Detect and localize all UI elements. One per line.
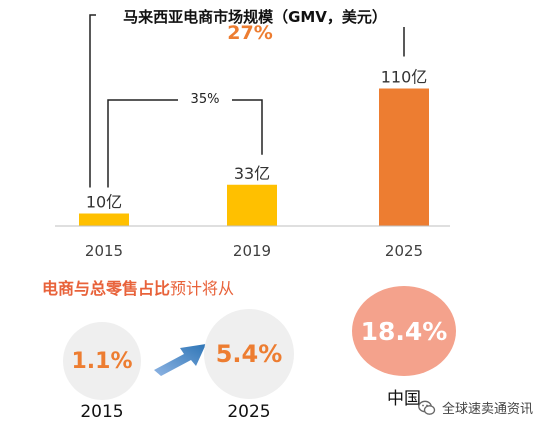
chart-title: 马来西亚电商市场规模（GMV，美元） [96,6,414,27]
value-label-2025: 110亿 [381,68,428,87]
cagr-2015-2025-label: 27% [227,22,273,44]
share-label-china: 中国 [387,389,421,409]
share-value-2015: 1.1% [71,348,133,374]
share-value-2025: 5.4% [215,340,283,368]
share-bubble-china: 18.4% [352,286,456,376]
growth-arrow-icon [154,344,206,376]
value-labels: 10亿 33亿 110亿 [86,68,427,212]
cagr-2015-2019-label: 35% [178,92,232,107]
bar-2015 [79,213,129,226]
share-title-rest: 预计将从 [170,279,235,298]
share-value-china: 18.4% [360,316,448,346]
value-label-2019: 33亿 [234,164,270,183]
watermark: 全球速卖通资讯 [418,398,533,417]
x-tick-2019: 2019 [233,242,271,260]
value-label-2015: 10亿 [86,193,122,212]
wechat-icon [418,400,436,415]
x-tick-2015: 2015 [85,242,123,260]
x-tick-2025: 2025 [385,242,423,260]
x-tick-labels: 2015 2019 2025 [85,242,423,260]
share-label-2015: 2015 [80,402,124,422]
share-title-highlight: 电商与总零售占比 [42,279,171,298]
market-size-chart: 2015 2019 2025 10亿 33亿 110亿 [55,14,450,260]
share-bubble-2025: 5.4% [204,309,294,399]
bar-2025 [379,88,429,226]
bar-2019 [227,184,277,226]
share-label-2025: 2025 [227,402,271,422]
share-bubble-2015: 1.1% [63,322,141,400]
bars-group [79,88,429,226]
share-title: 电商与总零售占比预计将从 [42,275,234,299]
watermark-text: 全球速卖通资讯 [442,402,534,417]
